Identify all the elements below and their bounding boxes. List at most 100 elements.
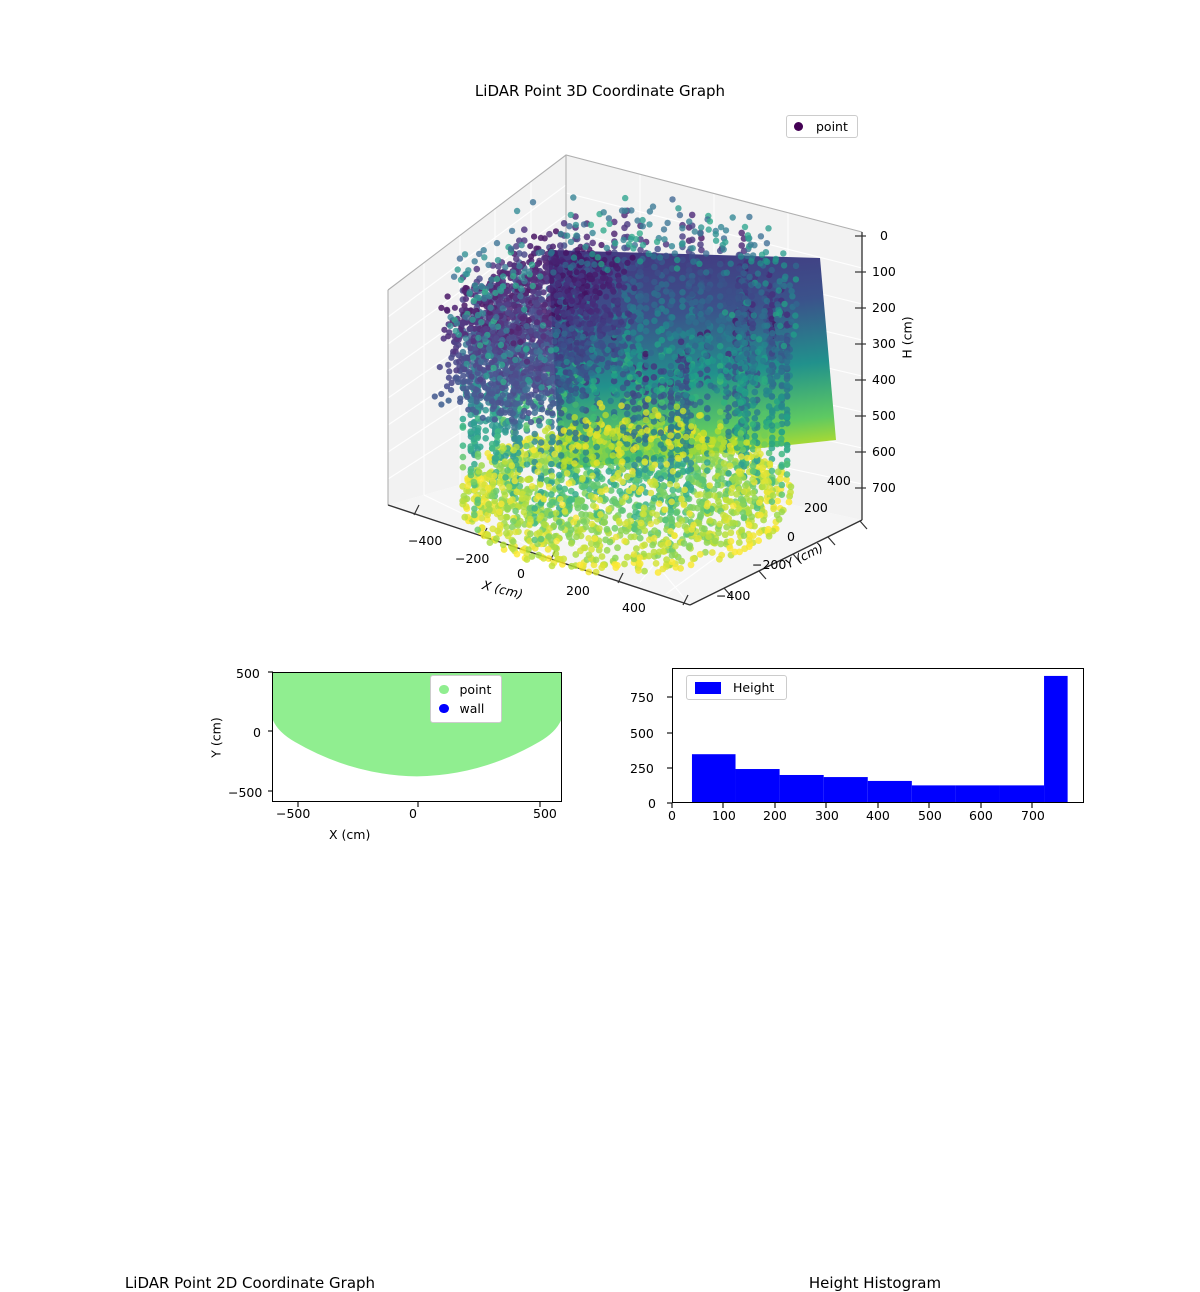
point-cloud-dot bbox=[725, 432, 732, 440]
point-cloud-dot bbox=[716, 353, 724, 360]
point-cloud-dot bbox=[615, 276, 622, 284]
point-cloud-dot bbox=[720, 399, 728, 406]
point-cloud-dot bbox=[745, 536, 753, 544]
point-cloud-dot bbox=[504, 504, 511, 512]
point-cloud-dot bbox=[726, 462, 734, 470]
point-cloud-dot bbox=[687, 486, 695, 494]
point-cloud-dot bbox=[716, 326, 724, 334]
point-cloud-dot bbox=[696, 550, 704, 558]
point-cloud-dot bbox=[778, 382, 786, 390]
point-cloud-dot bbox=[696, 455, 704, 463]
point-cloud-dot bbox=[598, 241, 605, 249]
point-cloud-dot bbox=[783, 381, 791, 389]
point-cloud-dot bbox=[720, 460, 728, 467]
point-cloud-dot bbox=[727, 454, 734, 462]
point-cloud-dot bbox=[545, 418, 553, 426]
point-cloud-dot bbox=[716, 555, 723, 563]
point-cloud-dot bbox=[583, 375, 590, 382]
point-cloud-dot bbox=[658, 297, 666, 305]
point-cloud-dot bbox=[495, 399, 502, 406]
point-cloud-dot bbox=[548, 491, 555, 498]
point-cloud-dot bbox=[582, 449, 590, 456]
point-cloud-dot bbox=[778, 463, 786, 470]
point-cloud-dot bbox=[535, 394, 542, 401]
point-cloud-dot bbox=[603, 293, 610, 300]
point-cloud-dot bbox=[554, 555, 562, 563]
point-cloud-dot bbox=[445, 397, 452, 404]
point-cloud-dot bbox=[508, 416, 515, 423]
point-cloud-dot bbox=[592, 568, 600, 576]
point-cloud-dot bbox=[582, 456, 590, 464]
point-cloud-dot bbox=[761, 269, 768, 277]
point-cloud-dot bbox=[683, 456, 690, 463]
point-cloud-dot bbox=[431, 393, 438, 400]
point-cloud-dot bbox=[636, 282, 644, 289]
point-cloud-dot bbox=[636, 334, 644, 342]
point-cloud-dot bbox=[667, 509, 674, 516]
point-cloud-dot bbox=[697, 241, 704, 248]
point-cloud-dot bbox=[716, 281, 724, 289]
point-cloud-dot bbox=[783, 406, 791, 414]
point-cloud-dot bbox=[541, 254, 548, 262]
plot3d-title: LiDAR Point 3D Coordinate Graph bbox=[474, 82, 726, 100]
point-cloud-dot bbox=[531, 536, 538, 544]
point-cloud-dot bbox=[474, 453, 482, 460]
point-cloud-dot bbox=[751, 522, 758, 530]
point-cloud-dot bbox=[778, 508, 786, 516]
point-cloud-dot bbox=[567, 526, 575, 534]
point-cloud-dot bbox=[623, 391, 631, 398]
point-cloud-dot bbox=[554, 307, 561, 314]
point-cloud-dot bbox=[471, 505, 478, 513]
point-cloud-dot bbox=[536, 290, 543, 297]
point-cloud-dot bbox=[590, 404, 598, 412]
point-cloud-dot bbox=[688, 272, 696, 280]
point-cloud-dot bbox=[497, 514, 505, 521]
point-cloud-dot bbox=[687, 561, 695, 569]
point-cloud-dot bbox=[755, 537, 762, 544]
point-cloud-dot bbox=[492, 347, 499, 354]
point-cloud-dot bbox=[579, 348, 586, 355]
point-cloud-dot bbox=[593, 443, 600, 451]
point-cloud-dot bbox=[635, 469, 642, 477]
point-cloud-dot bbox=[749, 321, 757, 328]
point-cloud-dot bbox=[573, 467, 581, 474]
point-cloud-dot bbox=[612, 564, 620, 571]
point-cloud-dot bbox=[668, 454, 676, 462]
point-cloud-dot bbox=[537, 475, 545, 483]
point-cloud-dot bbox=[508, 365, 516, 372]
point-cloud-dot bbox=[564, 521, 571, 528]
point-cloud-dot bbox=[587, 276, 594, 283]
point-cloud-dot bbox=[611, 372, 618, 379]
point-cloud-dot bbox=[468, 373, 475, 380]
point-cloud-dot bbox=[748, 293, 755, 300]
point-cloud-dot bbox=[484, 532, 492, 540]
point-cloud-dot bbox=[438, 401, 445, 408]
point-cloud-dot bbox=[774, 497, 781, 505]
point-cloud-dot bbox=[695, 535, 702, 542]
point-cloud-dot bbox=[554, 258, 561, 265]
point-cloud-dot bbox=[768, 444, 776, 452]
point-cloud-dot bbox=[783, 471, 791, 478]
point-cloud-dot bbox=[593, 541, 600, 549]
point-cloud-dot bbox=[660, 489, 667, 496]
point-cloud-dot bbox=[549, 353, 556, 360]
point-cloud-dot bbox=[692, 285, 699, 293]
point-cloud-dot bbox=[677, 338, 685, 346]
point-cloud-dot bbox=[495, 263, 502, 270]
point-cloud-dot bbox=[668, 552, 676, 559]
lidar-3d-subplot: LiDAR Point 3D Coordinate Graph bbox=[0, 0, 1200, 620]
point-cloud-dot bbox=[733, 407, 741, 415]
point-cloud-dot bbox=[611, 230, 618, 238]
point-cloud-dot bbox=[760, 516, 767, 524]
point-cloud-dot bbox=[725, 373, 732, 381]
point-cloud-dot bbox=[598, 553, 606, 560]
point-cloud-dot bbox=[615, 328, 622, 335]
point-cloud-dot bbox=[488, 422, 496, 429]
point-cloud-dot bbox=[588, 526, 595, 534]
point-cloud-dot bbox=[488, 492, 496, 500]
point-cloud-dot bbox=[753, 409, 761, 416]
point-cloud-dot bbox=[561, 485, 569, 493]
point-cloud-dot bbox=[523, 442, 530, 450]
point-cloud-dot bbox=[482, 406, 490, 414]
point-cloud-dot bbox=[589, 298, 597, 305]
